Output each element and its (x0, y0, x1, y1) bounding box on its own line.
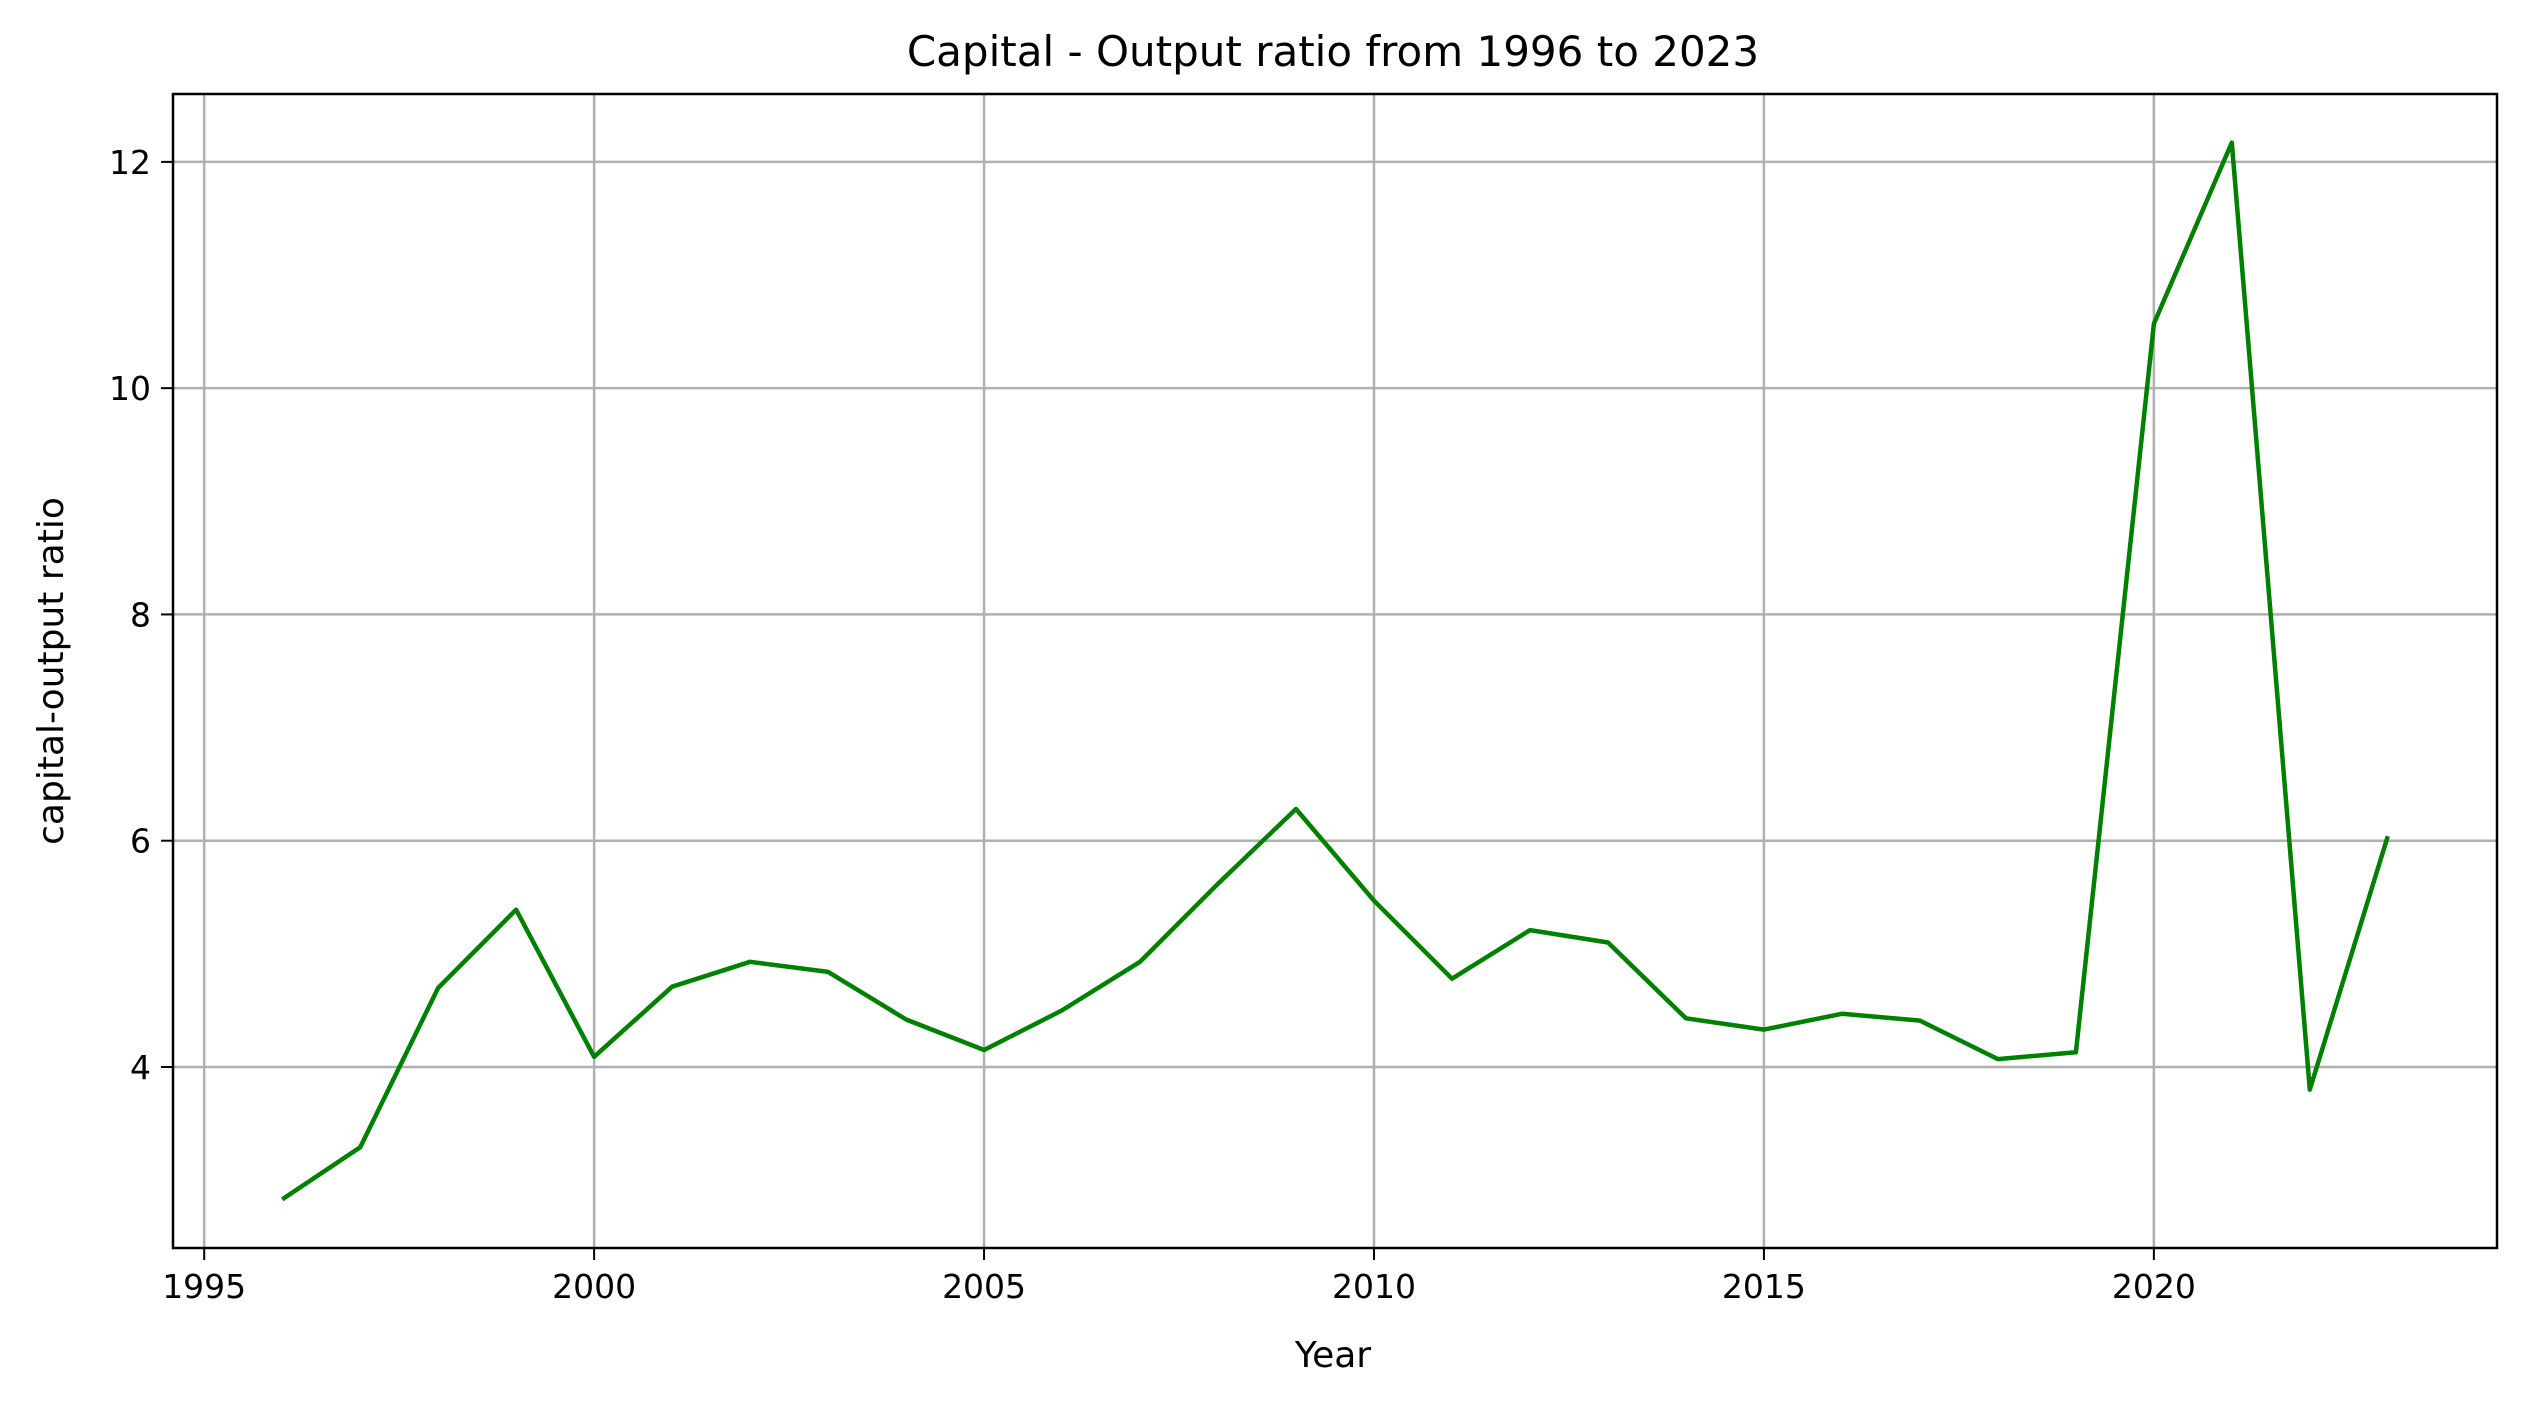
x-tick-label: 2010 (1332, 1267, 1416, 1306)
y-tick-label: 8 (130, 595, 151, 634)
grid-lines (173, 94, 2497, 1248)
plot-frame (171, 92, 2499, 1250)
x-axis-label: Year (1294, 1335, 1371, 1376)
x-tick-label: 1995 (162, 1267, 246, 1306)
x-tick-label: 2015 (1722, 1267, 1806, 1306)
x-axis-ticks: 1995 2000 2005 2010 2015 2020 (162, 1248, 2196, 1306)
y-tick-label: 4 (130, 1048, 151, 1087)
x-tick-label: 2005 (942, 1267, 1026, 1306)
series-layer (280, 140, 2390, 1202)
series-line (280, 140, 2390, 1202)
y-axis-ticks: 4 6 8 10 12 (109, 143, 173, 1087)
x-tick-label: 2020 (2112, 1267, 2196, 1306)
y-axis-label: capital-output ratio (31, 497, 72, 845)
y-tick-label: 10 (109, 369, 151, 408)
y-tick-label: 6 (130, 822, 151, 861)
x-tick-label: 2000 (552, 1267, 636, 1306)
chart-title: Capital - Output ratio from 1996 to 2023 (907, 27, 1759, 76)
y-tick-label: 12 (109, 143, 151, 182)
